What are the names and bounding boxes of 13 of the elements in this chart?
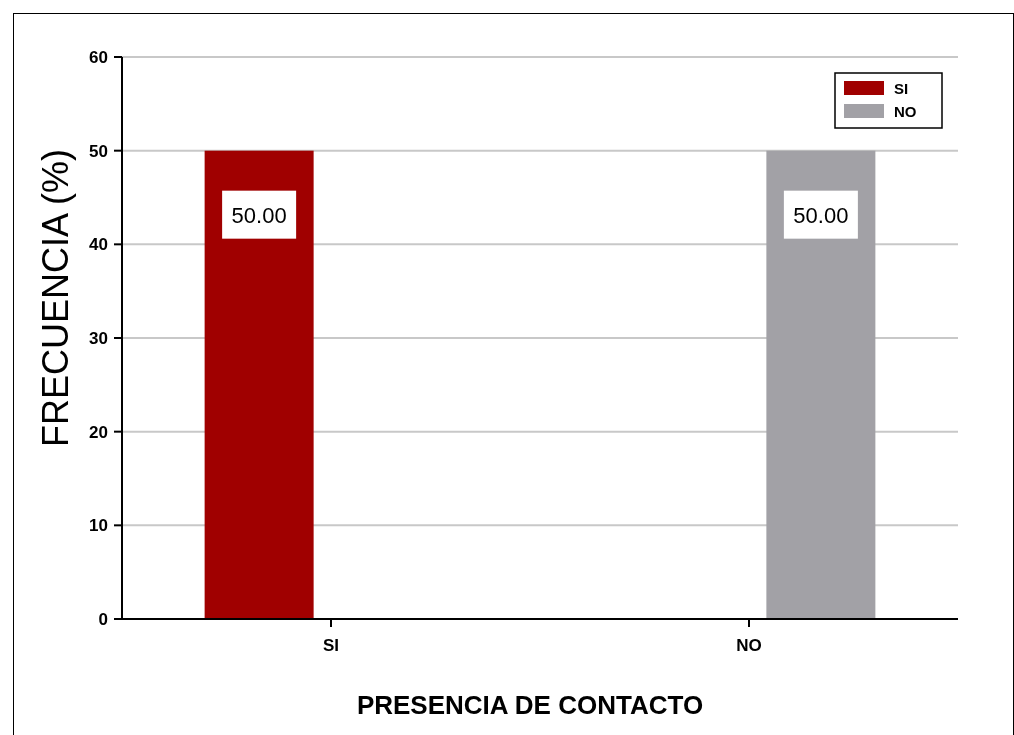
y-tick-label: 20 xyxy=(89,422,108,442)
y-axis-title: FRECUENCIA (%) xyxy=(35,148,76,448)
data-label: 50.00 xyxy=(793,202,849,228)
y-tick-label: 10 xyxy=(89,516,108,536)
y-tick-label: 60 xyxy=(89,48,108,67)
legend-label: NO xyxy=(894,103,917,120)
y-tick-label: 50 xyxy=(89,141,108,161)
y-tick-label: 0 xyxy=(98,610,108,629)
y-tick-label: 30 xyxy=(89,329,108,348)
legend-label: SI xyxy=(894,80,909,97)
y-tick-label: 40 xyxy=(89,235,108,255)
x-axis-title: PRESENCIA DE CONTACTO xyxy=(356,690,704,720)
data-label: 50.00 xyxy=(231,202,287,228)
